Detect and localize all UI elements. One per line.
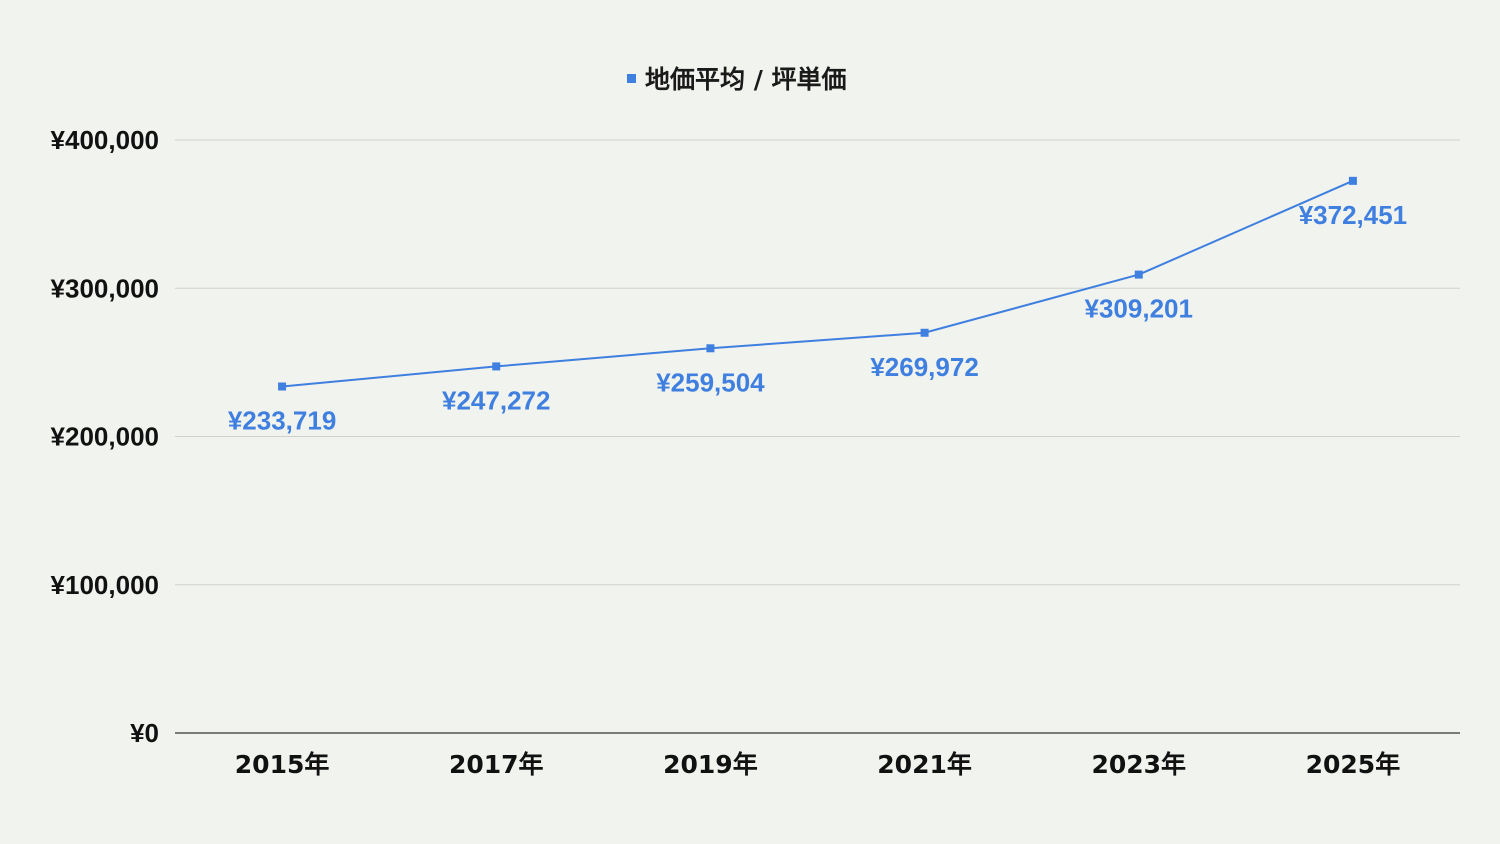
x-tick-label: 2015年 — [235, 750, 330, 779]
data-label: ¥269,972 — [870, 352, 978, 382]
data-label: ¥309,201 — [1085, 294, 1193, 324]
series-line — [281, 179, 1354, 388]
data-point — [492, 362, 501, 371]
y-tick-label: ¥300,000 — [51, 273, 159, 303]
y-axis-ticks: ¥0 ¥100,000 ¥200,000 ¥300,000 ¥400,000 — [51, 125, 159, 748]
y-tick-label: ¥0 — [130, 718, 159, 748]
data-label: ¥247,272 — [442, 385, 550, 415]
x-tick-label: 2025年 — [1306, 750, 1401, 779]
data-point — [920, 328, 929, 337]
data-label: ¥372,451 — [1299, 200, 1407, 230]
series-layer: ¥233,719 ¥247,272 ¥259,504 ¥269,972 ¥309,201… — [228, 176, 1407, 436]
legend: 地価平均 / 坪単価 — [627, 65, 847, 94]
y-tick-label: ¥100,000 — [51, 570, 159, 600]
data-point — [1134, 270, 1143, 279]
x-tick-label: 2019年 — [663, 750, 758, 779]
data-point — [278, 382, 287, 391]
legend-label: 地価平均 / 坪単価 — [645, 65, 847, 94]
y-tick-label: ¥200,000 — [51, 422, 159, 452]
data-label: ¥259,504 — [656, 367, 765, 397]
data-label: ¥233,719 — [228, 406, 336, 436]
data-point — [1348, 176, 1357, 185]
x-tick-label: 2021年 — [877, 750, 972, 779]
x-tick-label: 2023年 — [1091, 750, 1186, 779]
gridlines — [175, 139, 1460, 734]
x-tick-label: 2017年 — [449, 750, 544, 779]
data-point — [706, 344, 715, 353]
y-tick-label: ¥400,000 — [51, 125, 159, 155]
legend-swatch — [627, 74, 636, 83]
x-axis-ticks: 2015年 2017年 2019年 2021年 2023年 2025年 — [235, 750, 1400, 779]
